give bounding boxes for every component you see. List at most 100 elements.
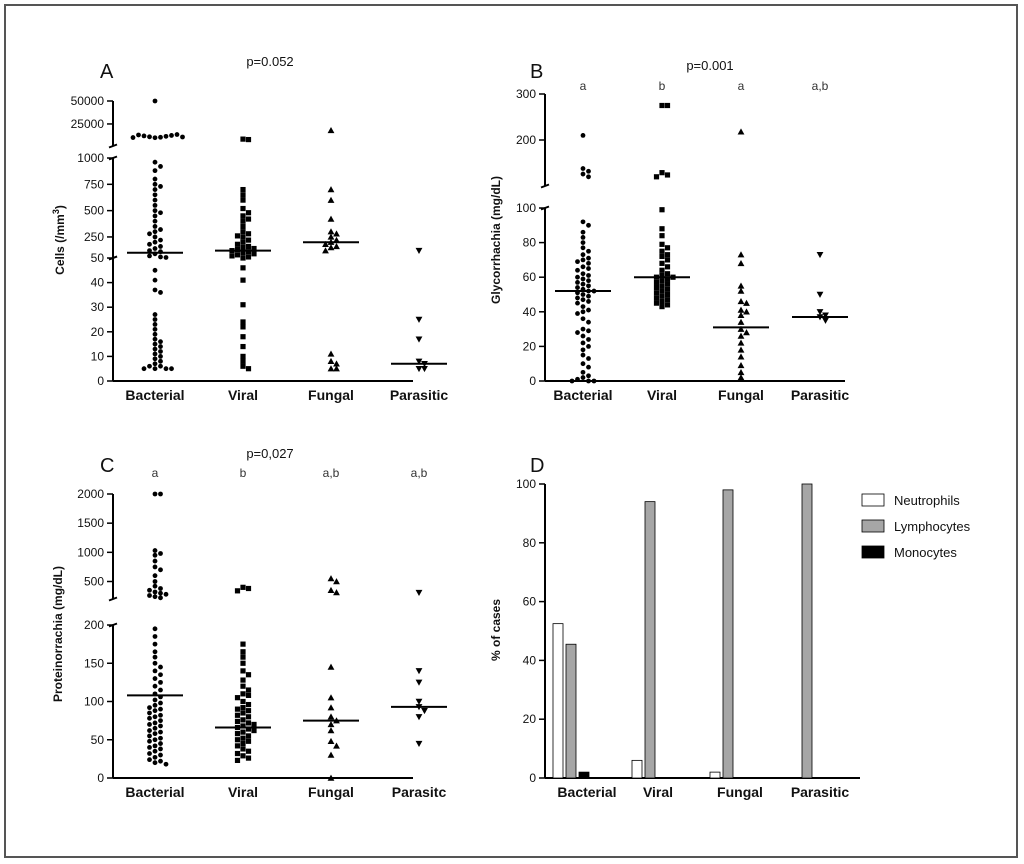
y-tick-label: 100 <box>84 695 104 709</box>
x-category-label: Parasitc <box>392 784 447 800</box>
data-point <box>586 378 591 384</box>
data-point <box>152 583 158 589</box>
data-point <box>240 192 246 198</box>
data-point <box>158 210 163 216</box>
data-point <box>147 134 152 140</box>
data-point <box>327 721 335 728</box>
data-point <box>816 309 824 316</box>
data-point <box>245 672 252 678</box>
data-point <box>415 247 423 255</box>
data-point <box>152 224 158 229</box>
data-point <box>240 641 246 647</box>
data-point <box>415 358 423 365</box>
data-point <box>327 215 335 222</box>
data-point <box>240 334 246 340</box>
data-point <box>333 589 340 596</box>
x-category-label: Bacterial <box>125 387 184 403</box>
data-point <box>251 251 257 257</box>
data-point <box>234 743 241 749</box>
data-point <box>152 356 158 362</box>
data-point <box>141 366 147 372</box>
data-point <box>575 259 580 265</box>
data-point <box>580 271 586 277</box>
data-point <box>245 708 252 714</box>
data-point <box>327 365 335 372</box>
data-point <box>580 171 586 177</box>
data-point <box>580 304 586 310</box>
data-point <box>580 361 586 367</box>
data-point <box>415 679 423 686</box>
data-point <box>743 329 750 336</box>
y-tick-label: 40 <box>523 305 537 319</box>
data-point <box>152 548 158 553</box>
data-point <box>147 751 152 756</box>
significance-letter: a <box>152 466 159 480</box>
panel-a-p-value: p=0.052 <box>246 54 293 69</box>
data-point <box>580 133 586 138</box>
data-point <box>245 243 252 250</box>
data-point <box>580 235 586 240</box>
legend-label: Monocytes <box>894 545 957 560</box>
data-point <box>152 192 158 198</box>
data-point <box>240 584 246 590</box>
data-point <box>158 679 163 685</box>
data-point <box>816 291 824 298</box>
data-point <box>158 700 163 706</box>
data-point <box>158 339 163 345</box>
data-point <box>586 260 591 266</box>
data-point <box>580 375 586 380</box>
bar-monocytes <box>578 771 590 779</box>
y-tick-label: 80 <box>523 536 537 550</box>
data-point <box>152 277 158 283</box>
y-tick-label: 25000 <box>71 117 105 131</box>
data-point <box>152 197 158 203</box>
x-category-label: Viral <box>647 387 677 403</box>
data-point <box>659 241 665 247</box>
data-point <box>664 302 671 308</box>
data-point <box>245 254 252 260</box>
data-point <box>158 723 163 729</box>
data-point <box>234 712 241 718</box>
data-point <box>327 196 335 203</box>
data-point <box>586 273 591 278</box>
data-point <box>659 233 665 239</box>
data-point <box>664 291 671 298</box>
data-point <box>152 202 158 208</box>
data-point <box>586 266 591 271</box>
data-point <box>240 205 246 212</box>
data-point <box>251 721 257 728</box>
y-tick-label: 80 <box>523 236 537 250</box>
data-point <box>152 234 158 240</box>
data-point <box>245 726 252 732</box>
data-point <box>580 276 586 282</box>
data-point <box>586 356 591 361</box>
data-point <box>152 626 158 632</box>
data-point <box>575 274 580 280</box>
data-point <box>737 251 745 258</box>
data-point <box>653 174 660 180</box>
data-point <box>822 317 829 324</box>
data-point <box>737 311 745 318</box>
data-point <box>240 735 246 741</box>
significance-letter: b <box>240 466 247 480</box>
data-point <box>152 331 158 337</box>
data-point <box>152 558 158 564</box>
data-point <box>240 691 246 697</box>
bar-lymphocytes <box>644 501 656 779</box>
data-point <box>653 295 660 301</box>
data-point <box>664 245 671 251</box>
data-point <box>158 741 163 746</box>
panel-b-y-axis-label: Glycorrhachia (mg/dL) <box>489 176 503 304</box>
y-tick-label: 30 <box>91 300 105 314</box>
data-point <box>664 276 671 282</box>
data-point <box>659 278 665 284</box>
data-point <box>737 374 745 381</box>
data-point <box>245 738 252 744</box>
data-point <box>234 241 241 247</box>
data-point <box>743 299 750 306</box>
data-point <box>158 718 163 724</box>
data-point <box>152 336 158 342</box>
data-point <box>163 761 169 767</box>
data-point <box>152 760 158 766</box>
data-point <box>147 757 152 763</box>
